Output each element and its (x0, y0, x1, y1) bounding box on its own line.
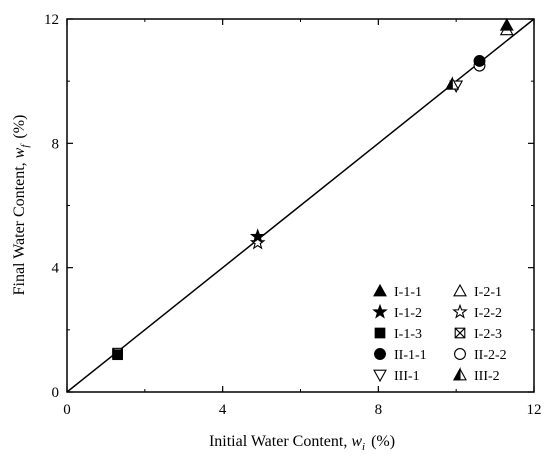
legend-item: III-1 (373, 369, 420, 384)
legend-marker (452, 303, 468, 319)
legend-marker (374, 348, 386, 360)
x-tick-label: 8 (375, 402, 383, 418)
axis-ticks: 0 4 8 12 0 4 8 12 (44, 12, 542, 418)
y-tick-label: 0 (52, 385, 60, 401)
legend-label: I-2-3 (474, 327, 502, 342)
data-point-i-1-2 (249, 228, 266, 244)
x-tick-label: 12 (527, 402, 542, 418)
legend-label: I-2-2 (474, 306, 502, 321)
data-point-i-1-1 (499, 18, 514, 31)
legend-marker (453, 366, 467, 381)
x-tick-label: 0 (63, 402, 71, 418)
legend-label: III-2 (474, 369, 500, 384)
legend-label: III-1 (394, 369, 420, 384)
legend-label: I-1-2 (394, 306, 422, 321)
data-point-iii-2 (445, 76, 460, 90)
legend-marker (372, 303, 388, 319)
x-axis-title: Initial Water Content, wi (%) (209, 433, 395, 453)
y-tick-label: 4 (52, 261, 60, 277)
legend-marker (453, 283, 467, 297)
legend-label: II-1-1 (394, 348, 427, 363)
data-point-i-1-3 (112, 349, 123, 361)
legend-marker (373, 369, 387, 383)
legend-item: I-2-2 (452, 303, 502, 321)
legend-item: II-1-1 (374, 348, 427, 363)
data-points (112, 18, 514, 361)
legend-item: I-1-1 (373, 283, 422, 300)
y-axis-title: Final Water Content, wf(%) (11, 115, 31, 296)
legend-item: I-1-3 (374, 327, 422, 342)
legend-marker (454, 348, 466, 360)
legend-item: I-1-2 (372, 303, 422, 321)
legend-item: I-2-3 (454, 327, 502, 342)
data-point-ii-1-1 (473, 55, 486, 67)
legend-item: I-2-1 (453, 283, 502, 300)
legend-marker (454, 327, 466, 339)
legend-marker (373, 283, 387, 297)
x-tick-label: 4 (219, 402, 227, 418)
legend: I-1-1 I-2-1 I-1-2 I-2-2 I-1-3 I-2-3 II-1-1 II-2… (372, 283, 507, 384)
data-point-i-2-2 (249, 234, 266, 250)
legend-item: II-2-2 (454, 348, 507, 363)
legend-item: III-2 (453, 366, 500, 384)
legend-marker (374, 327, 386, 339)
y-tick-label: 12 (44, 12, 59, 28)
y-tick-label: 8 (52, 136, 60, 152)
legend-label: I-1-1 (394, 285, 422, 300)
legend-label: II-2-2 (474, 348, 507, 363)
legend-label: I-2-1 (474, 285, 502, 300)
legend-label: I-1-3 (394, 327, 422, 342)
